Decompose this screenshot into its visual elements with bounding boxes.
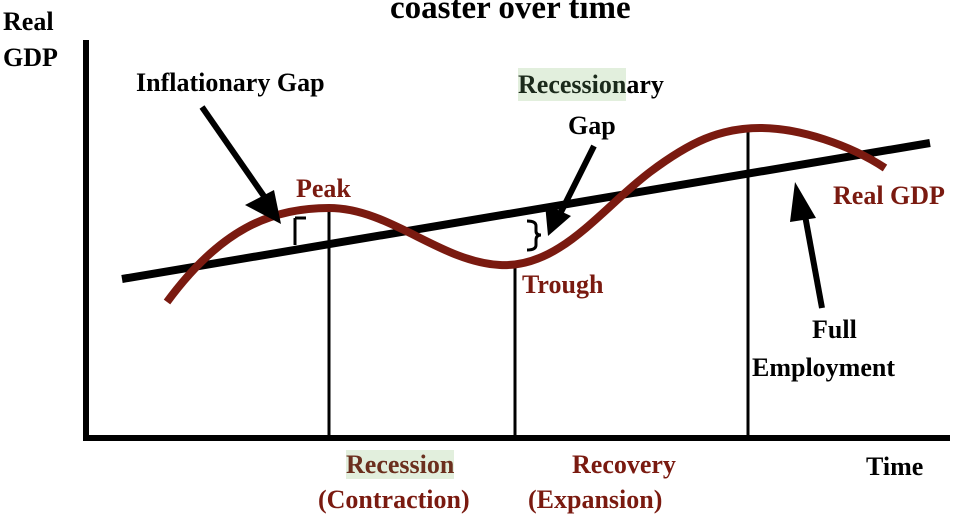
real-gdp-curve [163, 123, 888, 305]
recession-label-line1: Recession [346, 450, 455, 479]
recessionary-gap-label-line2: Gap [568, 111, 616, 140]
recessionary-gap-suffix: ary [626, 70, 664, 99]
recovery-label-line2: (Expansion) [528, 485, 663, 514]
peak-label: Peak [296, 174, 351, 203]
recessionary-gap-bracket [526, 219, 542, 252]
y-axis-label-line1: Real [3, 7, 54, 36]
full-employment-arrow [790, 182, 825, 309]
recessionary-gap-arrow [545, 144, 597, 236]
recession-label-line2: (Contraction) [318, 485, 470, 514]
recession-highlight: Recession [346, 450, 455, 479]
real-gdp-label: Real GDP [833, 181, 945, 210]
inflationary-gap-label: Inflationary Gap [136, 68, 325, 97]
inflationary-gap-arrow [199, 105, 281, 224]
full-employment-line [121, 139, 931, 283]
recovery-label-line1: Recovery [572, 450, 676, 479]
y-axis-label-line2: GDP [3, 43, 58, 72]
recessionary-gap-label: Recessionary [518, 68, 664, 101]
x-axis-label: Time [866, 452, 924, 481]
inflationary-gap-bracket [293, 216, 306, 245]
recessionary-gap-highlight: Recession [518, 68, 627, 101]
full-employment-label-line1: Full [812, 315, 857, 344]
full-employment-label-line2: Employment [752, 353, 895, 382]
chart-title: coaster over time [390, 0, 631, 26]
trough-label: Trough [522, 270, 604, 299]
